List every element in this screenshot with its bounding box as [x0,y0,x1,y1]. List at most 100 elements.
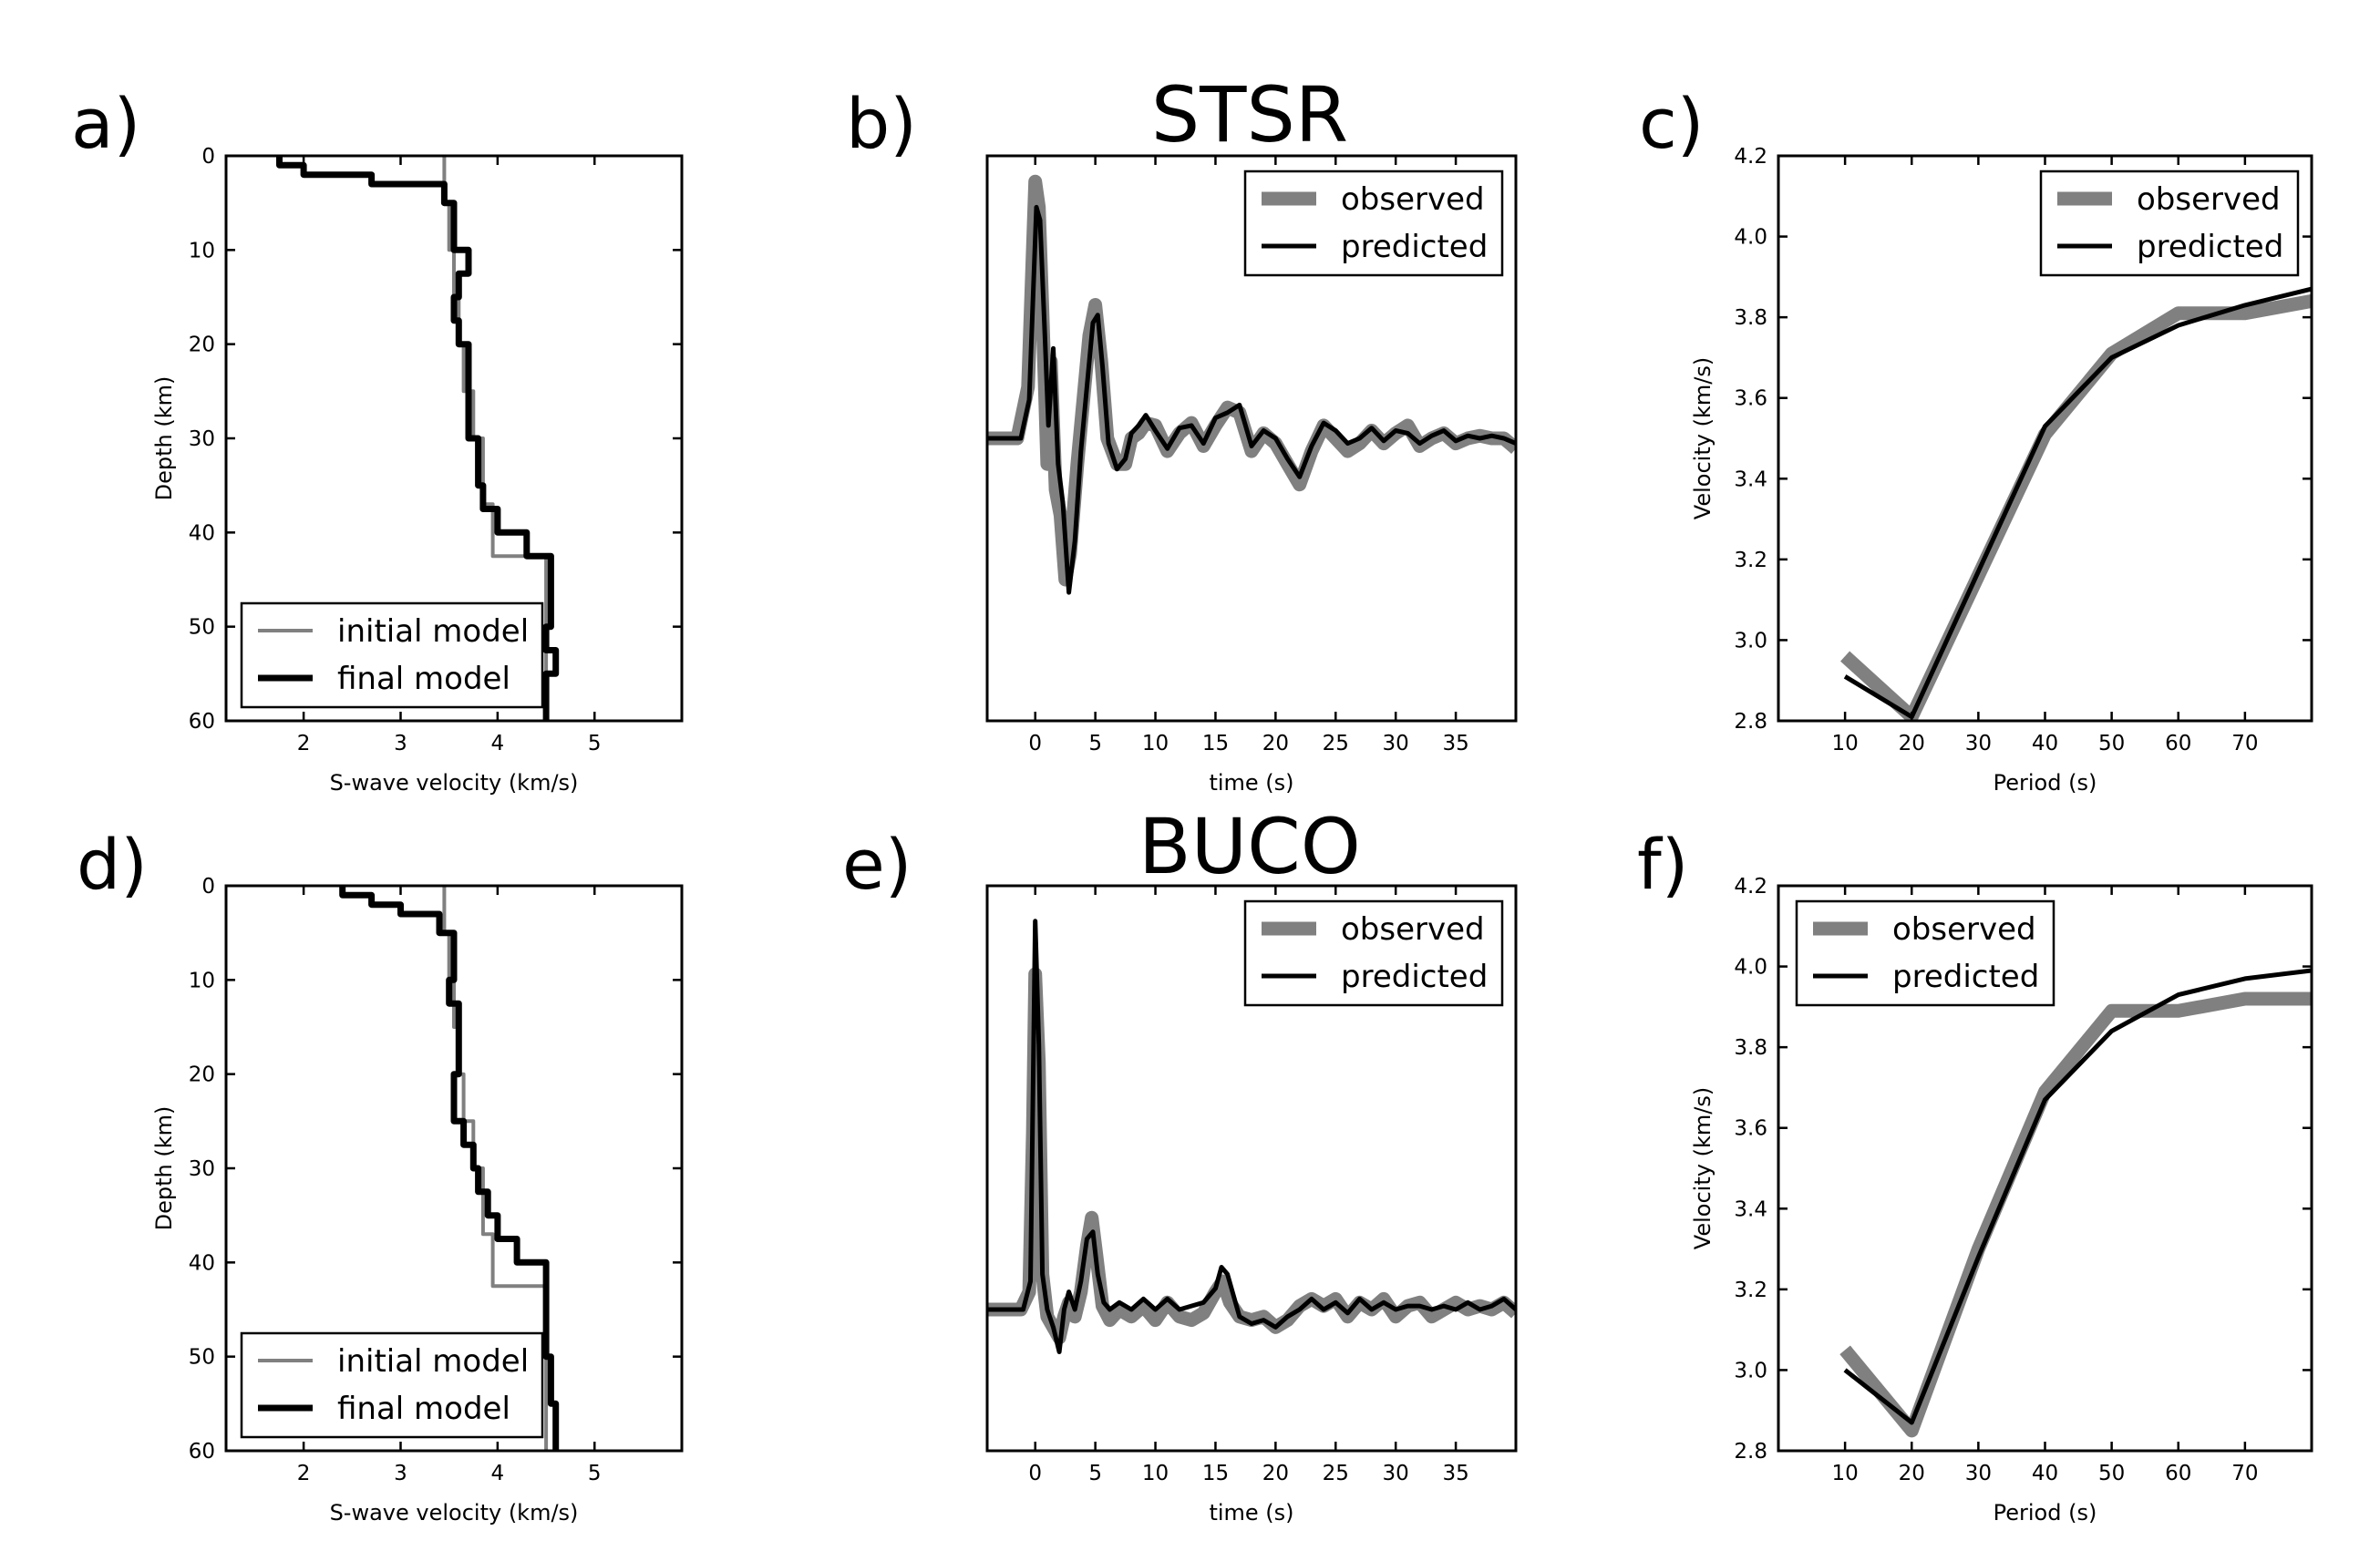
y-tick-label: 4.0 [1734,226,1767,250]
series-line-final-model [276,156,560,721]
x-tick-label: 10 [1831,732,1858,755]
series-line-observed [1840,294,2312,721]
y-tick-label: 60 [189,710,215,734]
y-tick-label: 40 [189,521,215,545]
x-tick-label: 5 [1088,1462,1102,1485]
x-tick-label: 60 [2165,1462,2191,1485]
y-tick-label: 3.2 [1734,549,1767,572]
legend-entry: observed [1892,911,2036,948]
series-line-predicted [987,204,1516,595]
x-tick-label: 30 [1383,732,1409,755]
series-line-initial-model [442,156,549,721]
series-group [1839,968,2312,1438]
panel-label: e) [842,824,912,905]
panel-f: 10 20 30 40 50 60 70 2.8 3.0 3.2 3.4 3.6 3.8 4.0 4.2 Pe… [1637,824,2313,1526]
x-tick-label: 2 [297,1462,311,1485]
x-tick-label: 20 [1262,1462,1289,1485]
x-tick-label: 30 [1383,1462,1409,1485]
legend-box [1243,170,1504,277]
x-tick-label: 35 [1442,732,1468,755]
y-axis-label: Depth (km) [151,1106,177,1231]
x-tick-label: 3 [394,732,407,755]
y-tick-label: 2.8 [1734,1440,1767,1464]
legend: observed predicted [1243,899,1504,1007]
y-tick-label: 10 [189,239,215,262]
x-axis-label: Period (s) [1994,1500,2097,1526]
panel-title: BUCO [1138,802,1361,891]
x-tick-label: 40 [2032,1462,2058,1485]
panel-label: a) [71,83,140,164]
legend: initial model final model [240,601,544,709]
y-tick-label: 3.4 [1734,1197,1767,1221]
plot-frame [985,154,1518,723]
series-group [276,156,560,721]
y-tick-label: 3.0 [1734,1359,1767,1382]
x-tick-label: 3 [394,1462,407,1485]
y-axis-label: Velocity (km/s) [1690,1087,1715,1249]
legend: observed predicted [1243,170,1504,277]
series-line-predicted [987,919,1516,1354]
panel-e: 0 5 10 15 20 25 30 35 time (s) e) BUCO observed pred… [842,802,1518,1526]
x-tick-label: 70 [2231,1462,2258,1485]
x-tick-label: 5 [588,732,602,755]
legend: initial model final model [240,1331,544,1439]
series-line-predicted [1843,286,2312,720]
legend-entry: predicted [1341,959,1488,995]
x-tick-label: 50 [2098,1462,2125,1485]
plot-frame [985,884,1518,1453]
legend-entry: final model [337,661,510,697]
legend-entry: initial model [337,613,529,650]
x-tick-label: 10 [1142,1462,1169,1485]
x-tick-label: 35 [1442,1462,1468,1485]
panel-label: c) [1639,83,1704,164]
x-tick-label: 25 [1323,732,1349,755]
x-tick-label: 15 [1202,1462,1229,1485]
legend-entry: observed [1341,181,1485,218]
x-axis-label: S-wave velocity (km/s) [330,1500,579,1526]
legend: observed predicted [2039,170,2300,277]
y-tick-label: 50 [189,616,215,640]
legend-box [1795,899,2055,1007]
x-tick-label: 15 [1202,732,1229,755]
x-tick-label: 0 [1028,732,1042,755]
panel-label: b) [846,83,917,164]
x-tick-label: 60 [2165,732,2191,755]
x-axis-label: time (s) [1209,770,1293,796]
x-tick-label: 20 [1262,732,1289,755]
x-tick-label: 4 [491,732,505,755]
series-line-final-model [339,886,560,1451]
x-tick-label: 20 [1899,732,1925,755]
x-tick-label: 5 [1088,732,1102,755]
y-tick-label: 3.6 [1734,1117,1767,1141]
x-tick-label: 70 [2231,732,2258,755]
x-axis-label: Period (s) [1994,770,2097,796]
y-tick-label: 20 [189,334,215,357]
y-tick-label: 3.4 [1734,467,1767,491]
legend-entry: predicted [1892,959,2039,995]
x-tick-label: 40 [2032,732,2058,755]
x-tick-label: 50 [2098,732,2125,755]
y-tick-label: 30 [189,427,215,451]
panel-title: STSR [1151,70,1348,159]
x-tick-label: 0 [1028,1462,1042,1485]
legend-entry: predicted [2137,229,2283,265]
legend-box [240,601,544,709]
x-tick-label: 10 [1831,1462,1858,1485]
x-tick-label: 30 [1965,732,1992,755]
y-axis-label: Depth (km) [151,376,177,501]
y-tick-label: 0 [201,875,215,899]
legend-entry: predicted [1341,229,1488,265]
y-tick-label: 4.0 [1734,956,1767,980]
x-tick-label: 2 [297,732,311,755]
panel-b: 0 5 10 15 20 25 30 35 time (s) b) STSR observed pred… [846,70,1518,796]
panel-label: f) [1637,824,1688,905]
y-tick-label: 0 [201,145,215,169]
x-axis-label: S-wave velocity (km/s) [330,770,579,796]
y-tick-label: 30 [189,1157,215,1181]
series-group [987,174,1516,595]
series-group [987,919,1516,1354]
x-tick-label: 5 [588,1462,602,1485]
y-tick-label: 3.2 [1734,1279,1767,1302]
